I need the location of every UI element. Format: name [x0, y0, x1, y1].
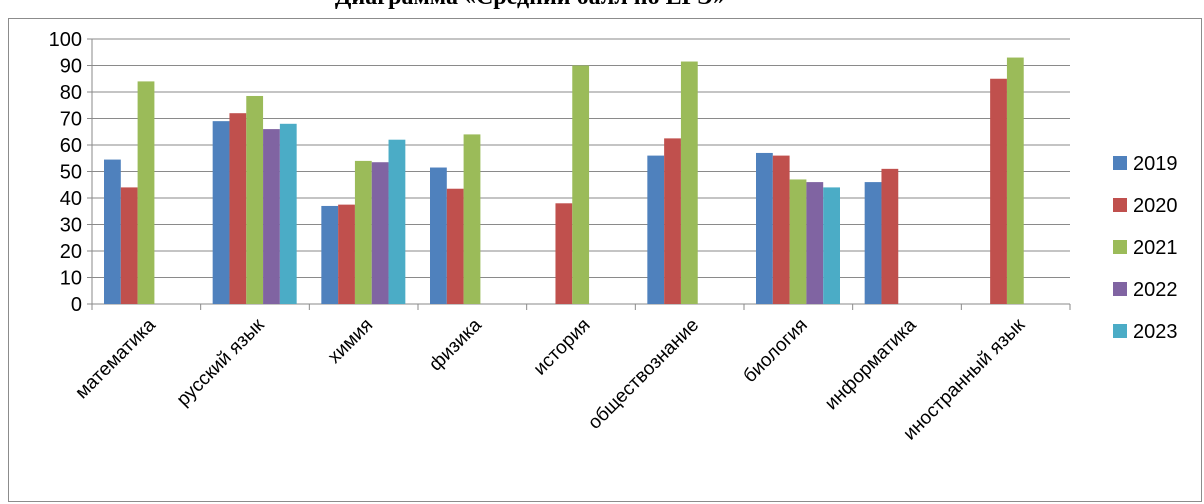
bar-2019-0 [104, 159, 121, 304]
legend-label: 2019 [1133, 153, 1178, 175]
bar-2021-3 [463, 134, 481, 304]
bar-2021-6 [789, 179, 807, 304]
bar-2020-6 [772, 155, 790, 304]
y-tick-label: 20 [60, 241, 82, 263]
y-tick-label: 40 [60, 188, 82, 210]
bar-2019-3 [430, 167, 447, 304]
y-tick-label: 90 [60, 56, 82, 78]
x-tick-label: химия [324, 315, 377, 368]
bar-2022-1 [263, 129, 280, 304]
y-tick-label: 0 [71, 294, 82, 316]
bar-2021-4 [572, 65, 590, 304]
bar-2022-6 [806, 182, 824, 304]
legend-label: 2022 [1133, 279, 1178, 301]
legend-swatch-2020 [1113, 198, 1127, 212]
y-tick-label: 60 [60, 135, 82, 157]
bar-2020-3 [446, 188, 464, 304]
bar-2019-1 [212, 121, 230, 305]
bar-2020-4 [555, 203, 573, 304]
bar-2019-7 [864, 182, 882, 304]
x-tick-label: физика [425, 314, 486, 375]
bar-2020-1 [229, 113, 247, 304]
x-tick-label: русский язык [173, 314, 269, 410]
bar-2019-2 [321, 205, 339, 304]
legend-swatch-2022 [1113, 282, 1127, 296]
bar-2023-6 [823, 187, 840, 304]
legend-label: 2021 [1133, 237, 1178, 259]
chart-title: Диаграмма «Средний балл по ЕГЭ» [0, 0, 1060, 11]
bar-2023-2 [388, 139, 406, 304]
bar-2021-2 [354, 160, 372, 304]
bar-2022-2 [371, 162, 389, 304]
y-tick-label: 50 [60, 162, 82, 184]
bar-2020-8 [990, 78, 1007, 304]
x-tick-label: биология [740, 315, 812, 387]
x-tick-label: история [530, 315, 595, 380]
bar-2020-2 [338, 204, 355, 304]
legend-label: 2023 [1133, 321, 1178, 343]
y-tick-label: 10 [60, 268, 82, 290]
bar-2020-5 [664, 138, 681, 304]
y-tick-label: 100 [49, 29, 82, 51]
x-tick-label: информатика [821, 314, 921, 414]
bar-2019-5 [647, 155, 665, 304]
bar-2021-0 [137, 81, 155, 305]
bar-2023-1 [279, 123, 297, 304]
legend-swatch-2023 [1113, 324, 1127, 338]
x-tick-label: обществознание [584, 315, 703, 434]
bar-2021-5 [680, 61, 698, 305]
bar-2021-8 [1006, 57, 1024, 304]
x-tick-label: иностранный язык [899, 314, 1029, 444]
legend-swatch-2021 [1113, 240, 1127, 254]
y-tick-label: 80 [60, 82, 82, 104]
bar-2019-6 [756, 152, 773, 304]
bar-2021-1 [246, 95, 264, 304]
legend-label: 2020 [1133, 195, 1178, 217]
x-tick-label: математика [71, 314, 160, 403]
bar-2020-7 [881, 168, 899, 304]
y-tick-label: 70 [60, 109, 82, 131]
legend-swatch-2019 [1113, 156, 1127, 170]
y-tick-label: 30 [60, 215, 82, 237]
bar-2020-0 [120, 187, 138, 304]
